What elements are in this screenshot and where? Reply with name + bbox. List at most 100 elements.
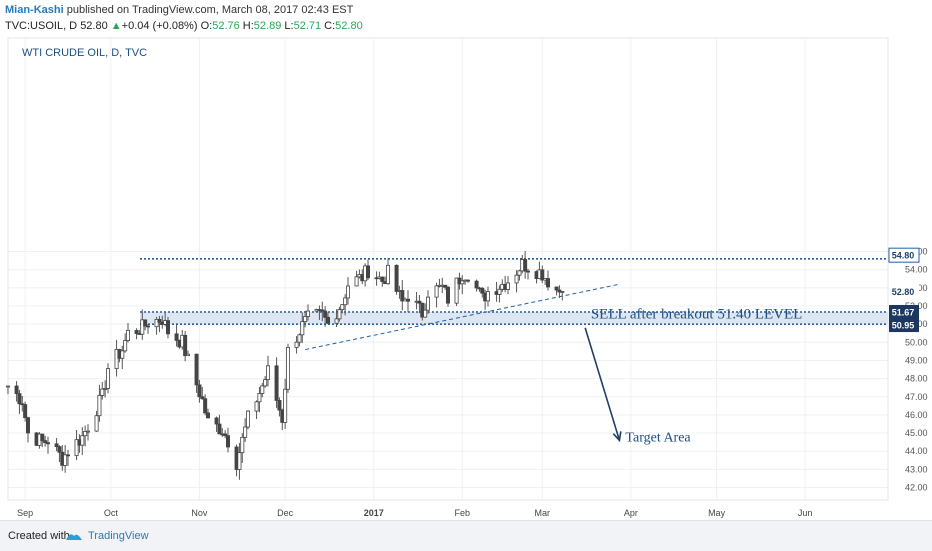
candle-body (245, 410, 250, 428)
candle-body (445, 286, 450, 304)
candle-body (40, 433, 45, 442)
candle-body (80, 435, 85, 446)
candle-body (334, 318, 339, 324)
candle-body (197, 384, 202, 398)
last-price: 52.80 (80, 20, 108, 32)
candle-body (425, 296, 430, 311)
candle-body (265, 365, 270, 380)
candle-body (485, 291, 490, 302)
target-arrow[interactable] (584, 327, 622, 443)
high-value: 52.89 (253, 20, 282, 32)
candle-body (443, 284, 448, 288)
candle-body (17, 393, 22, 405)
publish-date: published on TradingView.com, March 08, … (66, 4, 354, 16)
candle-body (434, 285, 439, 298)
x-tick-label: Nov (191, 508, 208, 518)
x-tick-label: Feb (455, 508, 471, 518)
candle-body (300, 321, 305, 336)
candle-body (345, 285, 350, 299)
candle-body (174, 333, 179, 341)
trendline[interactable] (305, 283, 620, 351)
price-tag-bg (889, 284, 919, 299)
x-tick-label: Oct (104, 508, 119, 518)
price-tag-label: 54.80 (892, 251, 915, 261)
price-tag-bg (889, 318, 919, 333)
price-tag-label: 51.67 (892, 307, 915, 317)
candle-body (97, 394, 102, 417)
candle-body (134, 330, 139, 334)
publish-info: Mian-Kashi published on TradingView.com,… (5, 4, 353, 16)
high-label: H: (242, 20, 254, 32)
candle-body (86, 430, 91, 433)
candle-body (514, 274, 519, 284)
candle-body (263, 379, 268, 387)
arrow-shaft[interactable] (584, 327, 621, 441)
candle-body (83, 431, 88, 437)
tradingview-logo-icon (66, 534, 82, 540)
candle-body (303, 316, 308, 323)
candle-body (143, 319, 148, 327)
level-lines[interactable] (140, 258, 888, 325)
support-trendline[interactable] (305, 283, 620, 351)
candle-body (214, 417, 219, 425)
candle-body (554, 286, 559, 291)
close-label: C: (324, 20, 336, 32)
chart-grid (8, 38, 888, 500)
candle-body (343, 297, 348, 306)
price-axis[interactable]: 42.00 43.00 44.00 45.00 46.00 47.00 48.00 49.00… (905, 247, 928, 493)
candle-body (454, 277, 459, 304)
candle-body (354, 276, 359, 287)
candle-body (106, 368, 111, 389)
arrow-head (612, 431, 622, 443)
candle-body (203, 398, 208, 414)
candle-body (205, 412, 210, 419)
price-chart[interactable]: WTI CRUDE OIL, D, TVC SELL after breakou… (0, 0, 932, 520)
candle-body (394, 264, 399, 292)
ohlc-legend: TVC:USOIL, D 52.80 ▲+0.04 (+0.08%) O:52.… (5, 20, 363, 32)
tradingview-link[interactable]: TradingView (88, 530, 149, 542)
price-change: +0.04 (+0.08%) (121, 20, 198, 32)
author-name[interactable]: Mian-Kashi (5, 4, 64, 16)
y-tick-label: 42.00 (905, 483, 928, 493)
open-value: 52.76 (212, 20, 240, 32)
low-value: 52.71 (293, 20, 322, 32)
candle-body (185, 353, 190, 357)
y-tick-label: 48.00 (905, 374, 928, 384)
candle-body (337, 309, 342, 320)
candle-body (6, 385, 11, 388)
candle-body (254, 401, 259, 412)
y-tick-label: 54.00 (905, 265, 928, 275)
x-tick-label: Mar (535, 508, 551, 518)
candle-body (474, 280, 479, 289)
candle-body (557, 289, 562, 293)
y-tick-label: 50.00 (905, 337, 928, 347)
candle-body (380, 276, 385, 282)
candle-body (57, 446, 62, 453)
y-tick-label: 44.00 (905, 446, 928, 456)
candle-body (400, 290, 405, 302)
x-tick-label: Dec (277, 508, 294, 518)
candle-body (480, 287, 485, 294)
candle-body (74, 439, 79, 456)
candle-body (283, 388, 288, 423)
candle-body (54, 443, 59, 448)
y-tick-label: 47.00 (905, 392, 928, 402)
candle-body (23, 404, 28, 419)
x-tick-label: 2017 (364, 508, 384, 518)
candle-body (540, 269, 545, 281)
sell-annotation[interactable]: SELL after breakout 51.40 LEVEL (591, 307, 802, 323)
y-tick-label: 46.00 (905, 410, 928, 420)
y-tick-label: 45.00 (905, 428, 928, 438)
price-tag-bg (888, 247, 920, 263)
candle-body (43, 440, 48, 444)
candle-body (145, 325, 150, 328)
candle-body (460, 280, 465, 285)
open-label: O: (200, 20, 213, 32)
candle-body (285, 347, 290, 390)
candle-body (237, 452, 242, 470)
target-annotation[interactable]: Target Area (625, 430, 691, 445)
time-axis[interactable]: Sep Oct Nov Dec 2017 Feb Mar Apr May Jun (17, 508, 812, 518)
candle-body (46, 442, 51, 445)
candle-body (66, 454, 71, 457)
candle-body (274, 365, 279, 401)
